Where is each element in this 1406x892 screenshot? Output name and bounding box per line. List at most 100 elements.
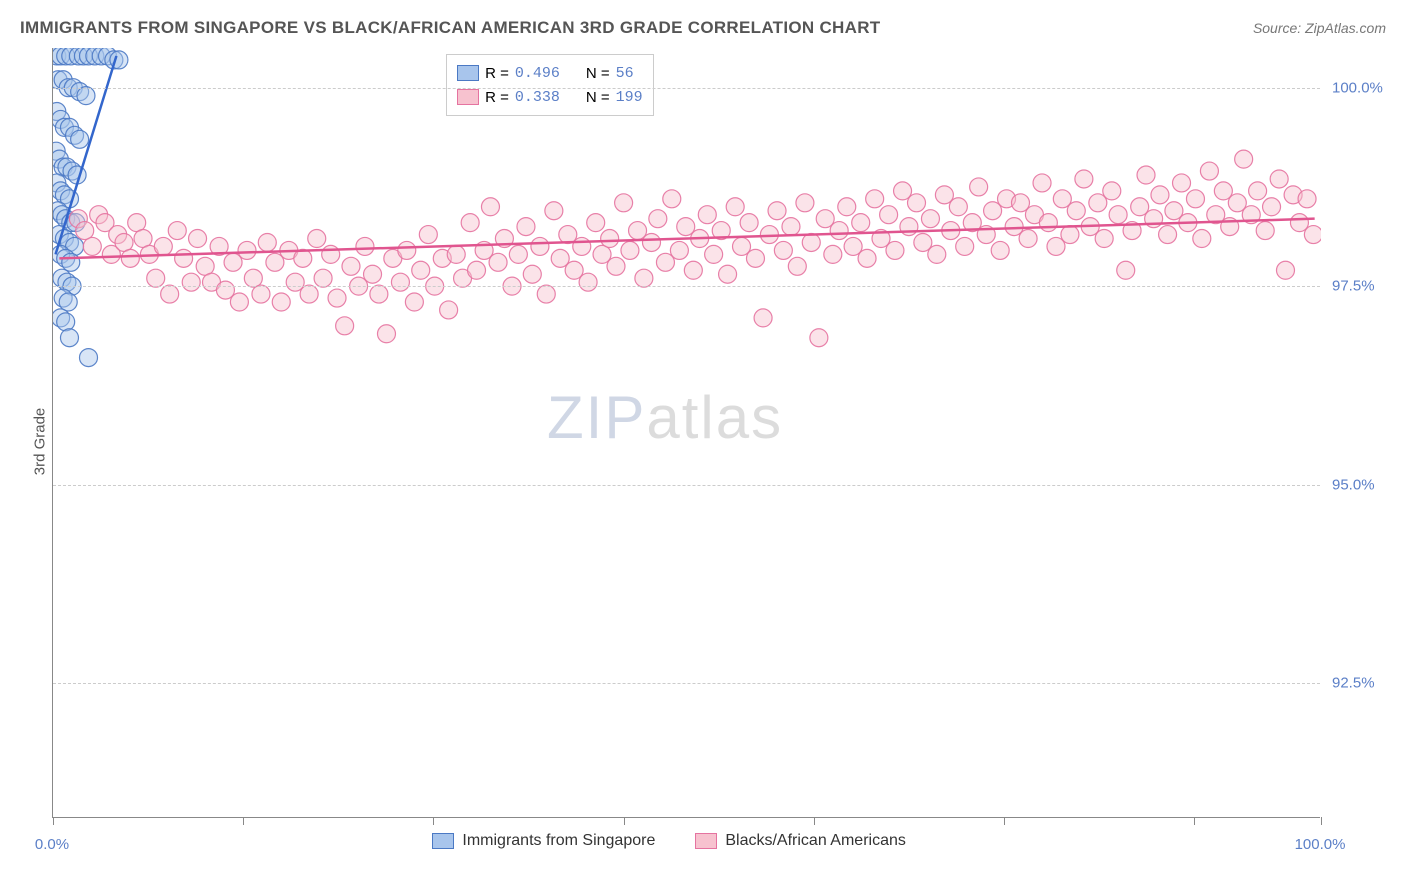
scatter-point-black [121,249,139,267]
plot-area: ZIPatlas R = 0.496N = 56R = 0.338N = 199 [52,48,1320,818]
scatter-point-black [154,237,172,255]
scatter-point-black [182,273,200,291]
scatter-point-black [788,257,806,275]
scatter-point-black [802,233,820,251]
scatter-point-black [419,226,437,244]
scatter-point-black [1061,226,1079,244]
scatter-point-black [489,253,507,271]
scatter-point-black [336,317,354,335]
scatter-point-black [517,218,535,236]
scatter-svg [53,48,1321,818]
y-axis-label: 3rd Grade [31,408,48,476]
scatter-point-black [858,249,876,267]
scatter-point-black [252,285,270,303]
scatter-point-black [782,218,800,236]
x-tick [624,817,625,825]
scatter-point-black [607,257,625,275]
scatter-point-black [391,273,409,291]
y-tick-label: 97.5% [1332,278,1375,295]
scatter-point-black [272,293,290,311]
scatter-point-black [970,178,988,196]
scatter-point-black [1033,174,1051,192]
scatter-point-singapore [62,253,80,271]
scatter-point-black [921,210,939,228]
scatter-point-black [1200,162,1218,180]
scatter-point-black [824,245,842,263]
x-tick [243,817,244,825]
scatter-point-black [949,198,967,216]
scatter-point-black [1276,261,1294,279]
scatter-point-black [1095,230,1113,248]
scatter-point-black [587,214,605,232]
scatter-point-black [810,329,828,347]
scatter-point-black [615,194,633,212]
x-tick [1004,817,1005,825]
scatter-point-black [161,285,179,303]
r-label: R = [485,65,509,82]
n-value: 56 [616,65,634,82]
scatter-point-black [726,198,744,216]
scatter-point-singapore [59,293,77,311]
scatter-point-black [76,222,94,240]
scatter-point-black [523,265,541,283]
scatter-point-black [886,241,904,259]
scatter-point-singapore [80,349,98,367]
legend-label: Immigrants from Singapore [462,832,655,850]
scatter-point-black [342,257,360,275]
scatter-point-black [601,230,619,248]
scatter-point-black [1256,222,1274,240]
scatter-point-black [866,190,884,208]
n-label: N = [586,89,610,106]
scatter-point-black [147,269,165,287]
scatter-point-black [1067,202,1085,220]
grid-line [53,286,1320,287]
swatch-icon [695,833,717,849]
scatter-point-black [1103,182,1121,200]
scatter-point-black [621,241,639,259]
x-tick-label-left: 0.0% [35,836,69,853]
scatter-point-black [705,245,723,263]
legend-item-black: Blacks/African Americans [695,832,906,850]
y-tick-label: 95.0% [1332,476,1375,493]
scatter-point-singapore [77,87,95,105]
grid-line [53,88,1320,89]
scatter-point-black [83,237,101,255]
scatter-point-black [1137,166,1155,184]
scatter-point-black [1270,170,1288,188]
scatter-point-black [1173,174,1191,192]
scatter-point-black [670,241,688,259]
swatch-icon [457,89,479,105]
scatter-point-black [956,237,974,255]
source-label: Source: ZipAtlas.com [1253,20,1386,36]
scatter-point-black [175,249,193,267]
scatter-point-black [370,285,388,303]
scatter-point-black [768,202,786,220]
grid-line [53,485,1320,486]
scatter-point-black [1075,170,1093,188]
r-label: R = [485,89,509,106]
scatter-point-black [719,265,737,283]
scatter-point-black [579,273,597,291]
x-tick [53,817,54,825]
scatter-point-black [1193,230,1211,248]
scatter-point-black [328,289,346,307]
scatter-point-black [746,249,764,267]
n-value: 199 [616,89,643,106]
scatter-point-black [830,222,848,240]
r-value: 0.496 [515,65,560,82]
scatter-point-black [1159,226,1177,244]
scatter-point-black [1249,182,1267,200]
scatter-point-black [440,301,458,319]
scatter-point-black [1039,214,1057,232]
scatter-point-black [377,325,395,343]
n-label: N = [586,65,610,82]
legend-label: Blacks/African Americans [725,832,906,850]
scatter-point-black [461,214,479,232]
scatter-point-black [1019,230,1037,248]
scatter-point-black [364,265,382,283]
scatter-point-black [774,241,792,259]
scatter-point-black [356,237,374,255]
swatch-icon [457,65,479,81]
scatter-point-black [649,210,667,228]
scatter-point-black [468,261,486,279]
